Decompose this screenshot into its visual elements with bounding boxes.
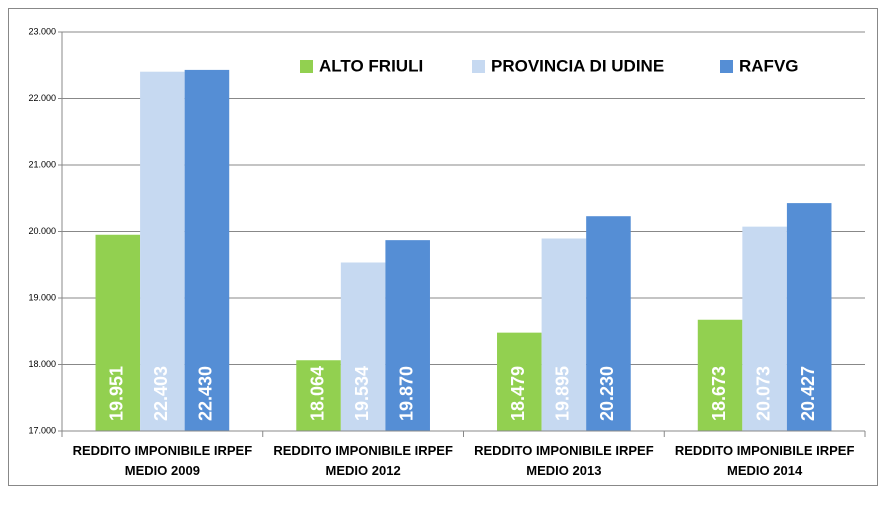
bar (296, 360, 341, 431)
x-tick-label: REDDITO IMPONIBILE IRPEF MEDIO 2009 (72, 443, 253, 478)
data-label: 19.951 (107, 366, 127, 421)
data-label: 18.673 (709, 366, 729, 421)
legend-label: PROVINCIA DI UDINE (491, 56, 664, 75)
legend-label: RAFVG (739, 56, 799, 75)
bar (184, 69, 230, 431)
y-tick-label: 18.000 (28, 359, 56, 369)
bar (697, 319, 743, 431)
y-tick-label: 21.000 (28, 159, 56, 169)
legend-label: ALTO FRIULI (319, 56, 423, 75)
data-label: 18.479 (508, 366, 528, 421)
bar (95, 234, 141, 431)
data-label: 19.895 (553, 366, 573, 421)
bar (541, 238, 587, 431)
y-tick-label: 19.000 (28, 292, 56, 302)
bar (340, 262, 386, 431)
data-label: 18.064 (307, 366, 327, 421)
data-label: 20.427 (798, 366, 818, 421)
data-label: 20.230 (597, 366, 617, 421)
bar (140, 71, 185, 431)
data-label: 20.073 (753, 366, 773, 421)
y-tick-label: 20.000 (28, 226, 56, 236)
data-label: 19.870 (396, 366, 416, 421)
y-tick-label: 17.000 (28, 425, 56, 435)
bar (385, 240, 430, 431)
x-tick-label: REDDITO IMPONIBILE IRPEF MEDIO 2014 (674, 443, 855, 478)
y-tick-label: 23.000 (28, 26, 56, 36)
data-label: 22.430 (196, 366, 216, 421)
data-label: 19.534 (352, 366, 372, 421)
x-tick-label: REDDITO IMPONIBILE IRPEF MEDIO 2012 (273, 443, 453, 478)
bar (786, 203, 832, 431)
data-label: 22.403 (151, 366, 171, 421)
y-tick-label: 22.000 (28, 93, 56, 103)
legend-swatch (720, 60, 733, 73)
bar (742, 226, 787, 431)
bar (586, 216, 631, 431)
bar (497, 332, 542, 431)
chart-border (8, 8, 878, 486)
x-tick-label: REDDITO IMPONIBILE IRPEF MEDIO 2013 (474, 443, 654, 478)
legend-swatch (300, 60, 313, 73)
legend-swatch (472, 60, 485, 73)
